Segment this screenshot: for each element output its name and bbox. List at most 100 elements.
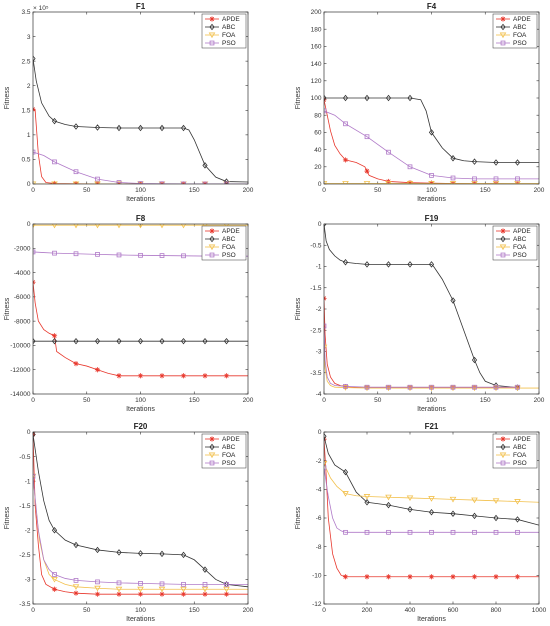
series-point-pso [515, 384, 520, 390]
y-tick-label: -4000 [14, 270, 31, 277]
x-tick-label: 200 [362, 607, 373, 614]
series-point-abc [428, 261, 435, 268]
y-tick-label: -10 [312, 573, 322, 580]
series-point-pso [138, 181, 143, 184]
legend-label-abc: ABC [222, 24, 236, 31]
legend-label-abc: ABC [513, 236, 527, 243]
series-point-pso [407, 384, 413, 390]
series-point-apde [471, 385, 478, 391]
series-point-pso [52, 572, 57, 577]
legend-label-pso: PSO [513, 40, 527, 47]
x-tick-label: 200 [243, 607, 254, 614]
y-tick-label: -0.5 [19, 454, 31, 461]
y-tick-label: 0 [318, 429, 322, 436]
series-point-apde [94, 591, 101, 597]
series-point-abc [116, 124, 122, 132]
series-point-pso [472, 176, 477, 182]
y-tick-label: -2 [316, 306, 322, 313]
series-point-foa [342, 385, 349, 391]
series-point-foa [115, 181, 123, 184]
legend-box [201, 225, 247, 261]
series-point-foa [202, 224, 208, 229]
y-tick-label: 20 [314, 164, 322, 171]
series-point-pso [33, 473, 36, 479]
series-point-pso [343, 121, 348, 127]
legend-marker-pso [500, 460, 506, 466]
series-point-pso [33, 249, 36, 255]
series-point-abc [450, 297, 456, 304]
series-point-apde [407, 385, 413, 391]
x-tick-label: 1000 [532, 607, 547, 614]
series-point-foa [180, 586, 187, 593]
legend-label-apde: APDE [513, 436, 531, 443]
series-point-apde [73, 590, 79, 596]
series-point-pso [181, 581, 186, 587]
series-point-pso [116, 580, 122, 586]
y-tick-label: -6 [316, 515, 322, 522]
legend-marker-apde [209, 16, 215, 22]
y-tick-label: -2 [25, 527, 31, 534]
x-axis-label: Iterations [417, 406, 446, 413]
series-point-apde [385, 385, 392, 391]
x-tick-label: 50 [83, 607, 91, 614]
series-point-apde [137, 373, 144, 379]
legend-marker-abc [209, 443, 215, 451]
series-layer [33, 432, 248, 597]
series-point-apde [51, 333, 58, 339]
series-point-foa [94, 224, 101, 229]
legend-box [492, 433, 538, 469]
series-point-abc [428, 129, 435, 136]
legend-marker-foa [499, 244, 507, 251]
series-point-pso [386, 529, 391, 535]
legend-label-abc: ABC [222, 444, 236, 451]
legend-marker-pso [209, 40, 215, 46]
series-point-abc [33, 55, 36, 62]
x-axis-label: Iterations [126, 196, 155, 203]
legend-label-abc: ABC [513, 24, 527, 31]
series-point-foa [428, 496, 435, 502]
series-line-pso [324, 467, 539, 533]
series-point-abc [94, 124, 101, 131]
y-tick-label: 180 [311, 26, 322, 33]
series-point-abc [33, 432, 36, 438]
series-point-foa [449, 385, 457, 392]
y-tick-label: 0.5 [21, 157, 30, 164]
legend-marker-pso [209, 460, 215, 466]
series-point-apde [450, 574, 456, 580]
legend-label-foa: FOA [222, 32, 236, 39]
series-point-pso [52, 250, 57, 256]
series-point-apde [180, 373, 187, 379]
legend-label-apde: APDE [513, 228, 531, 235]
y-tick-label: 1.5 [21, 107, 30, 114]
series-point-pso [493, 529, 499, 535]
x-tick-label: 0 [322, 397, 326, 404]
y-tick-label: 0 [27, 181, 31, 188]
chart-title: F19 [425, 214, 439, 223]
legend-label-apde: APDE [222, 16, 240, 23]
y-tick-label: -3.5 [310, 370, 322, 377]
series-point-abc [364, 261, 370, 268]
series-point-abc [51, 527, 58, 534]
legend-marker-apde [500, 16, 506, 22]
series-point-abc [364, 498, 370, 506]
legend-marker-abc [500, 443, 506, 451]
series-point-foa [72, 181, 80, 184]
series-point-abc [73, 541, 79, 549]
legend-label-pso: PSO [222, 460, 236, 467]
y-tick-label: 2.5 [21, 58, 30, 65]
series-point-apde [450, 385, 456, 391]
series-point-pso [33, 149, 36, 155]
x-tick-label: 200 [243, 187, 254, 194]
series-point-foa [324, 344, 328, 351]
series-point-pso [493, 176, 499, 182]
series-point-abc [342, 94, 349, 102]
legend-marker-abc [209, 235, 215, 243]
legend-label-abc: ABC [513, 444, 527, 451]
y-tick-label: -12 [312, 601, 322, 608]
y-tick-label: 160 [311, 44, 322, 51]
series-point-foa [406, 385, 414, 392]
series-point-apde [159, 591, 165, 597]
series-point-apde [342, 574, 349, 580]
